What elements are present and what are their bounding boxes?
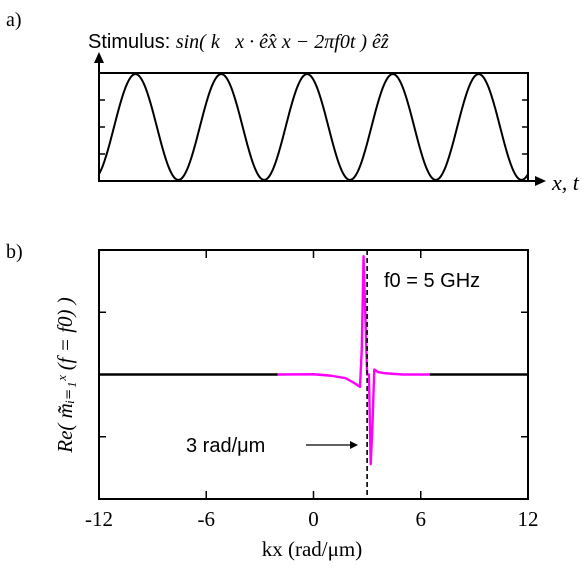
- panel-b-xtick-label-3: 6: [416, 507, 427, 531]
- panel-b-marker-label: 3 rad/μm: [186, 435, 265, 457]
- panel-b-annotation-arrowhead: [350, 441, 358, 449]
- panel-a-axis-label: x, t: [551, 170, 580, 195]
- panel-b-xtick-label-2: 0: [308, 507, 319, 531]
- panel-a-title-prefix: Stimulus:: [88, 31, 176, 53]
- panel-b-frequency-label: f0 = 5 GHz: [384, 270, 480, 292]
- panel-a-plot: [94, 52, 546, 186]
- panel-a-label: a): [6, 9, 22, 31]
- panel-b-ylabel: Re( m̃̃ᵢ₌₁ˣ (f = f0) ): [53, 297, 77, 454]
- panel-b-x-tick-labels: -12 -6 0 6 12: [85, 507, 539, 531]
- panel-b-label: b): [6, 241, 23, 263]
- panel-b-xtick-label-0: -12: [85, 507, 113, 531]
- panel-a-ticks: [99, 99, 528, 155]
- panel-b-xtick-label-1: -6: [198, 507, 216, 531]
- panel-a-y-arrowhead: [94, 52, 104, 63]
- panel-a-title: Stimulus: sin( k⃗x · ê̂x x − 2πf0t ) ê̂z: [88, 31, 389, 53]
- panel-a-x-arrowhead: [535, 176, 546, 186]
- panel-a-sine-curve: [98, 73, 529, 181]
- panel-a-title-formula: sin( k⃗x · ê̂x x − 2πf0t ) ê̂z: [176, 31, 389, 53]
- panel-b-plot: [98, 249, 529, 500]
- panel-a-frame: [98, 72, 529, 182]
- panel-b-xtick-label-4: 12: [518, 507, 539, 531]
- panel-b-xlabel: kx (rad/μm): [262, 537, 362, 561]
